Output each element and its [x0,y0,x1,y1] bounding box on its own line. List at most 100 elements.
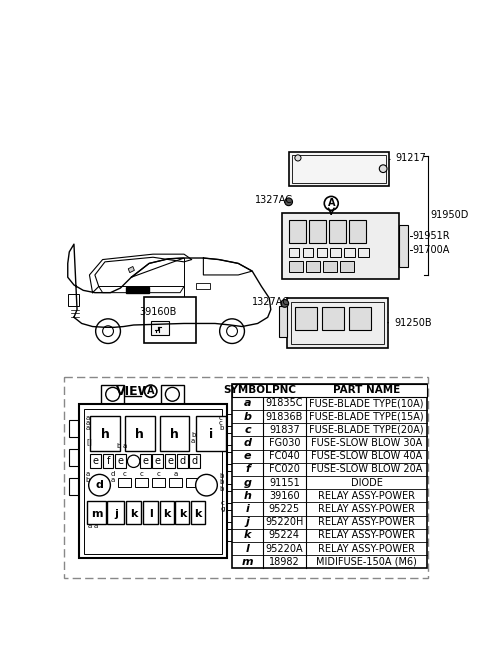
Bar [282,214,399,279]
Text: d: d [180,457,185,466]
Bar [399,225,408,267]
Bar [161,385,184,404]
Text: b: b [243,411,252,422]
Bar [84,409,222,553]
Text: 91951R: 91951R [413,231,450,242]
Text: b: b [117,443,121,449]
Bar [87,501,106,525]
Bar [322,307,344,330]
Text: VIEW: VIEW [115,384,152,398]
Text: a: a [85,471,90,477]
Text: FUSE-SLOW BLOW 20A: FUSE-SLOW BLOW 20A [311,464,422,474]
Text: RELAY ASSY-POWER: RELAY ASSY-POWER [318,491,415,500]
Text: 91700A: 91700A [413,246,450,255]
Bar [101,385,124,404]
Text: e: e [142,457,148,466]
Text: h: h [170,428,179,441]
Text: 95225: 95225 [269,504,300,514]
Text: MIDIFUSE-150A (M6): MIDIFUSE-150A (M6) [316,557,417,567]
Text: RELAY ASSY-POWER: RELAY ASSY-POWER [318,531,415,540]
Text: 91836B: 91836B [265,411,303,422]
Text: 91217: 91217 [389,153,426,163]
Text: 95220H: 95220H [265,517,303,527]
Text: b: b [219,426,223,432]
Bar [359,248,369,257]
Bar [340,261,354,272]
Text: b: b [219,473,223,479]
Bar [69,449,79,466]
Circle shape [285,198,292,206]
Text: c: c [220,500,224,506]
Bar [160,416,190,451]
Bar [279,306,287,337]
Text: k: k [130,509,137,519]
Bar [79,404,227,558]
Text: PNC: PNC [272,385,296,395]
Bar [330,248,341,257]
Circle shape [144,385,157,398]
Text: k: k [163,509,170,519]
Text: k: k [244,531,251,540]
Bar [309,219,326,242]
Text: e: e [167,457,173,466]
Text: FUSE-BLADE TYPE(10A): FUSE-BLADE TYPE(10A) [309,398,424,408]
Bar [152,455,163,468]
Text: d: d [192,457,198,466]
Text: g: g [243,477,252,487]
Text: FC040: FC040 [269,451,300,461]
Text: h: h [100,428,109,441]
Bar [143,501,158,525]
Text: ]: ] [89,438,91,445]
Circle shape [281,299,288,307]
Bar [176,501,190,525]
Bar [349,307,371,330]
Bar [227,491,233,503]
Text: e: e [244,451,252,461]
Text: a: a [85,420,90,426]
Bar [323,261,336,272]
Circle shape [324,196,338,210]
Circle shape [96,319,120,343]
Text: a: a [173,471,178,477]
Text: 1327AC: 1327AC [255,195,293,205]
Text: RELAY ASSY-POWER: RELAY ASSY-POWER [318,544,415,553]
Text: c: c [122,471,126,477]
Circle shape [106,387,120,402]
Text: b: b [85,477,90,483]
Bar [103,455,113,468]
Bar [169,478,181,487]
Bar [160,501,174,525]
Text: d: d [243,438,252,448]
Text: 18982: 18982 [269,557,300,567]
Circle shape [196,474,217,496]
Text: 95220A: 95220A [265,544,303,553]
Text: 91835C: 91835C [265,398,303,408]
Text: a: a [191,438,195,444]
Text: e: e [93,457,99,466]
Text: [: [ [86,438,89,445]
Text: b: b [191,432,195,438]
Bar [329,219,346,242]
Bar [288,261,302,272]
Text: 39160: 39160 [269,491,300,500]
Text: RELAY ASSY-POWER: RELAY ASSY-POWER [318,517,415,527]
Circle shape [89,474,110,496]
Bar [69,420,79,437]
Text: RELAY ASSY-POWER: RELAY ASSY-POWER [318,504,415,514]
Text: A: A [327,198,335,208]
Text: f: f [245,464,250,474]
Bar [107,501,124,525]
Circle shape [227,326,238,337]
Text: a: a [110,477,115,483]
Bar [232,384,427,569]
Bar [152,321,168,335]
Bar [69,478,79,495]
Text: c: c [219,415,223,421]
Bar [191,501,205,525]
Bar [118,478,131,487]
Bar [68,294,79,306]
Text: i: i [246,504,250,514]
Text: a: a [85,415,90,421]
Circle shape [295,155,301,161]
Text: 91151: 91151 [269,477,300,487]
